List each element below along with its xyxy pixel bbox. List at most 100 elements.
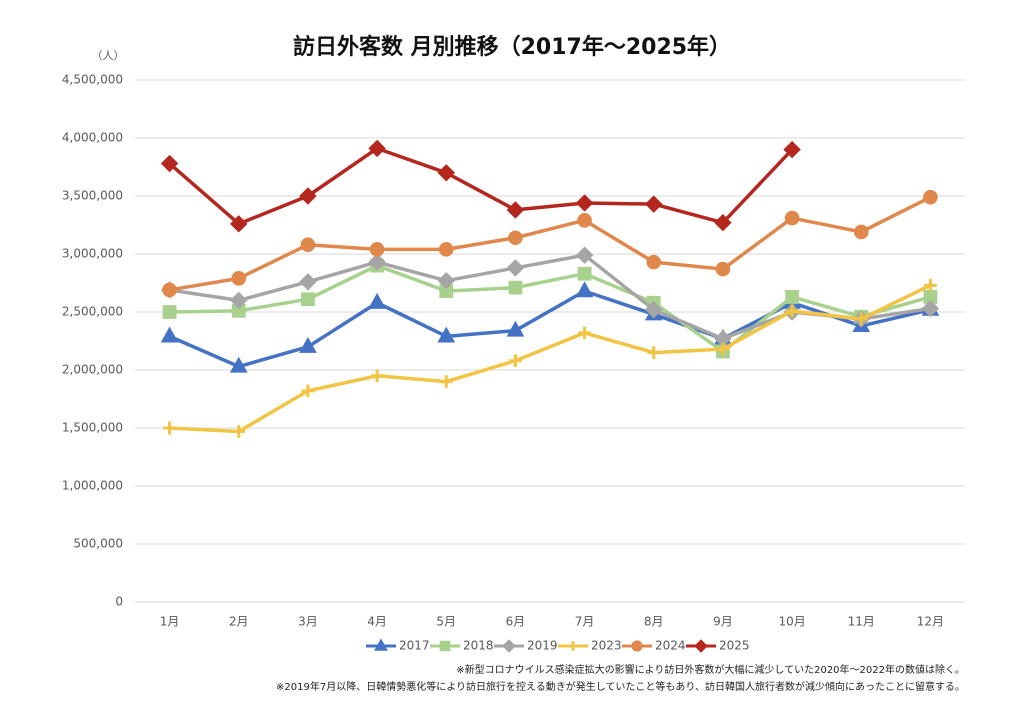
marker	[368, 139, 386, 158]
marker	[853, 224, 869, 240]
marker	[368, 253, 386, 271]
legend-marker	[374, 638, 388, 651]
series-line	[168, 146, 794, 226]
marker	[785, 304, 799, 318]
marker	[299, 187, 317, 205]
marker	[300, 237, 316, 253]
series-line	[169, 195, 932, 292]
legend-label: 2025	[719, 639, 750, 653]
y-tick-label: 2,000,000	[62, 363, 123, 377]
marker	[645, 300, 663, 319]
series-line	[169, 283, 932, 434]
series-line	[168, 289, 931, 369]
marker	[229, 356, 248, 373]
marker	[160, 154, 179, 173]
marker	[299, 273, 317, 291]
marker	[716, 342, 730, 356]
y-tick-label: 1,000,000	[62, 479, 123, 493]
footnote: ※新型コロナウイルス感染症拡大の影響により訪日外客数が大幅に減少していた2020…	[456, 663, 965, 676]
marker	[232, 425, 246, 438]
marker	[647, 346, 661, 359]
marker	[577, 266, 592, 281]
y-tick-label: 4,000,000	[62, 131, 123, 145]
marker	[370, 369, 384, 383]
y-tick-label: 3,000,000	[62, 247, 123, 261]
legend-label: 2024	[655, 639, 686, 653]
marker	[575, 194, 594, 212]
marker	[575, 281, 594, 298]
footnote: ※2019年7月以降、日韓情勢悪化等により訪日旅行を控える動きが発生していたこと…	[276, 680, 965, 693]
marker	[509, 354, 522, 368]
marker	[508, 230, 523, 246]
x-tick-label: 12月	[917, 615, 944, 629]
marker	[160, 326, 179, 343]
x-tick-label: 8月	[644, 615, 664, 629]
marker	[506, 320, 525, 337]
marker	[439, 375, 453, 388]
y-tick-label: 1,500,000	[62, 421, 123, 435]
legend-label: 2018	[463, 639, 494, 653]
marker	[301, 292, 315, 307]
legend-marker	[694, 639, 708, 653]
y-tick-label: 0	[115, 595, 123, 609]
legend-label: 2017	[399, 639, 430, 653]
marker	[162, 305, 177, 319]
marker	[784, 210, 800, 226]
marker	[163, 421, 176, 435]
legend-marker	[502, 639, 516, 653]
legend-marker	[439, 640, 451, 652]
marker	[783, 140, 801, 159]
x-tick-label: 4月	[367, 615, 387, 629]
marker	[578, 326, 591, 340]
x-tick-label: 5月	[436, 615, 456, 629]
marker	[577, 213, 592, 228]
x-tick-label: 6月	[506, 615, 526, 629]
series-line	[169, 263, 931, 354]
marker	[299, 336, 317, 353]
marker	[506, 259, 525, 277]
legend-label: 2023	[591, 639, 622, 653]
marker	[508, 280, 523, 295]
legend-marker	[631, 640, 643, 652]
series-line	[169, 253, 931, 341]
y-tick-label: 2,500,000	[62, 305, 123, 319]
marker	[231, 271, 247, 286]
marker	[714, 213, 732, 232]
x-tick-label: 3月	[298, 615, 318, 629]
x-tick-label: 10月	[778, 615, 805, 629]
marker	[438, 242, 454, 257]
chart-title: 訪日外客数 月別推移（2017年～2025年）	[293, 34, 731, 60]
marker	[715, 261, 731, 277]
legend-marker	[568, 641, 578, 651]
y-tick-label: 4,500,000	[62, 73, 123, 87]
marker	[437, 164, 455, 182]
marker	[230, 291, 248, 310]
marker	[575, 246, 594, 264]
marker	[785, 290, 799, 304]
legend-label: 2019	[527, 639, 558, 653]
y-tick-label: 500,000	[73, 537, 123, 551]
x-tick-label: 11月	[848, 615, 875, 629]
marker	[923, 189, 938, 205]
marker	[437, 326, 456, 343]
marker	[924, 278, 937, 292]
marker	[369, 242, 385, 257]
x-tick-label: 7月	[575, 615, 595, 629]
x-tick-label: 1月	[160, 615, 180, 629]
y-axis-label: （人）	[92, 49, 125, 62]
marker	[923, 290, 938, 304]
marker	[921, 299, 940, 318]
marker	[162, 282, 177, 298]
marker	[854, 312, 868, 326]
marker	[301, 384, 315, 398]
marker	[645, 195, 663, 213]
marker	[230, 215, 248, 233]
y-tick-label: 3,500,000	[62, 189, 123, 203]
marker	[368, 292, 386, 309]
marker	[437, 271, 455, 290]
x-tick-label: 9月	[713, 615, 733, 629]
x-tick-label: 2月	[229, 615, 249, 629]
marker	[506, 201, 525, 219]
marker	[646, 254, 662, 270]
